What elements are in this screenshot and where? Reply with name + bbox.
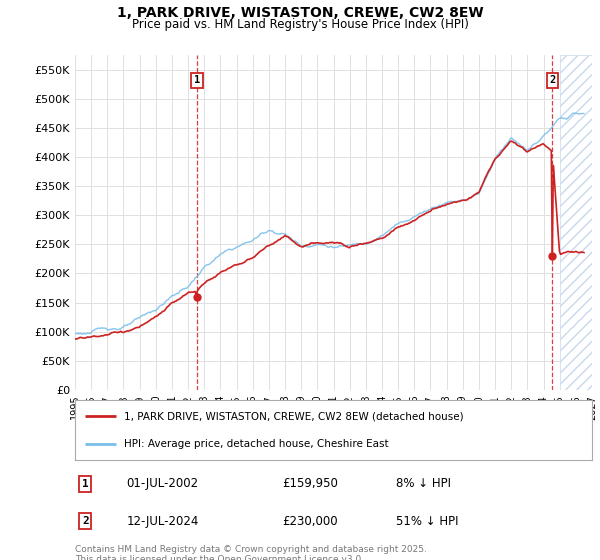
Text: £159,950: £159,950 — [282, 477, 338, 490]
Text: 1: 1 — [194, 75, 200, 85]
Text: 8% ↓ HPI: 8% ↓ HPI — [395, 477, 451, 490]
Text: £230,000: £230,000 — [282, 515, 337, 528]
Text: 2: 2 — [549, 75, 556, 85]
Text: 2: 2 — [82, 516, 89, 526]
Text: 1, PARK DRIVE, WISTASTON, CREWE, CW2 8EW (detached house): 1, PARK DRIVE, WISTASTON, CREWE, CW2 8EW… — [124, 411, 464, 421]
Text: Price paid vs. HM Land Registry's House Price Index (HPI): Price paid vs. HM Land Registry's House … — [131, 18, 469, 31]
Text: 12-JUL-2024: 12-JUL-2024 — [127, 515, 199, 528]
Text: 1, PARK DRIVE, WISTASTON, CREWE, CW2 8EW: 1, PARK DRIVE, WISTASTON, CREWE, CW2 8EW — [116, 6, 484, 20]
Bar — [560, 55, 592, 390]
Bar — [560, 55, 592, 390]
Text: 51% ↓ HPI: 51% ↓ HPI — [395, 515, 458, 528]
Text: 01-JUL-2002: 01-JUL-2002 — [127, 477, 199, 490]
Text: Contains HM Land Registry data © Crown copyright and database right 2025.
This d: Contains HM Land Registry data © Crown c… — [75, 545, 427, 560]
Text: 1: 1 — [82, 479, 89, 489]
Text: HPI: Average price, detached house, Cheshire East: HPI: Average price, detached house, Ches… — [124, 439, 389, 449]
